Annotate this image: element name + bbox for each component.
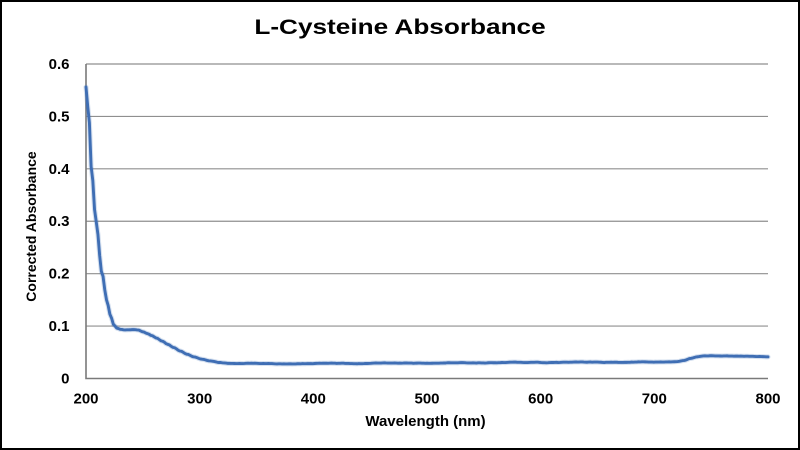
svg-text:500: 500 bbox=[414, 391, 439, 408]
svg-text:0.5: 0.5 bbox=[49, 108, 70, 125]
svg-text:Wavelength (nm): Wavelength (nm) bbox=[365, 413, 485, 430]
svg-text:0.4: 0.4 bbox=[49, 161, 71, 178]
svg-text:600: 600 bbox=[528, 391, 553, 408]
svg-text:0.3: 0.3 bbox=[49, 213, 70, 230]
svg-text:0.6: 0.6 bbox=[49, 56, 70, 73]
svg-text:400: 400 bbox=[301, 391, 326, 408]
svg-text:200: 200 bbox=[73, 391, 98, 408]
svg-text:Corrected Absorbance: Corrected Absorbance bbox=[23, 151, 39, 302]
svg-text:0: 0 bbox=[61, 371, 69, 388]
svg-text:0.2: 0.2 bbox=[49, 266, 70, 283]
svg-text:800: 800 bbox=[755, 391, 780, 408]
svg-text:300: 300 bbox=[187, 391, 212, 408]
svg-text:700: 700 bbox=[642, 391, 667, 408]
svg-text:L-Cysteine Absorbance: L-Cysteine Absorbance bbox=[254, 16, 545, 39]
svg-text:0.1: 0.1 bbox=[49, 318, 70, 335]
